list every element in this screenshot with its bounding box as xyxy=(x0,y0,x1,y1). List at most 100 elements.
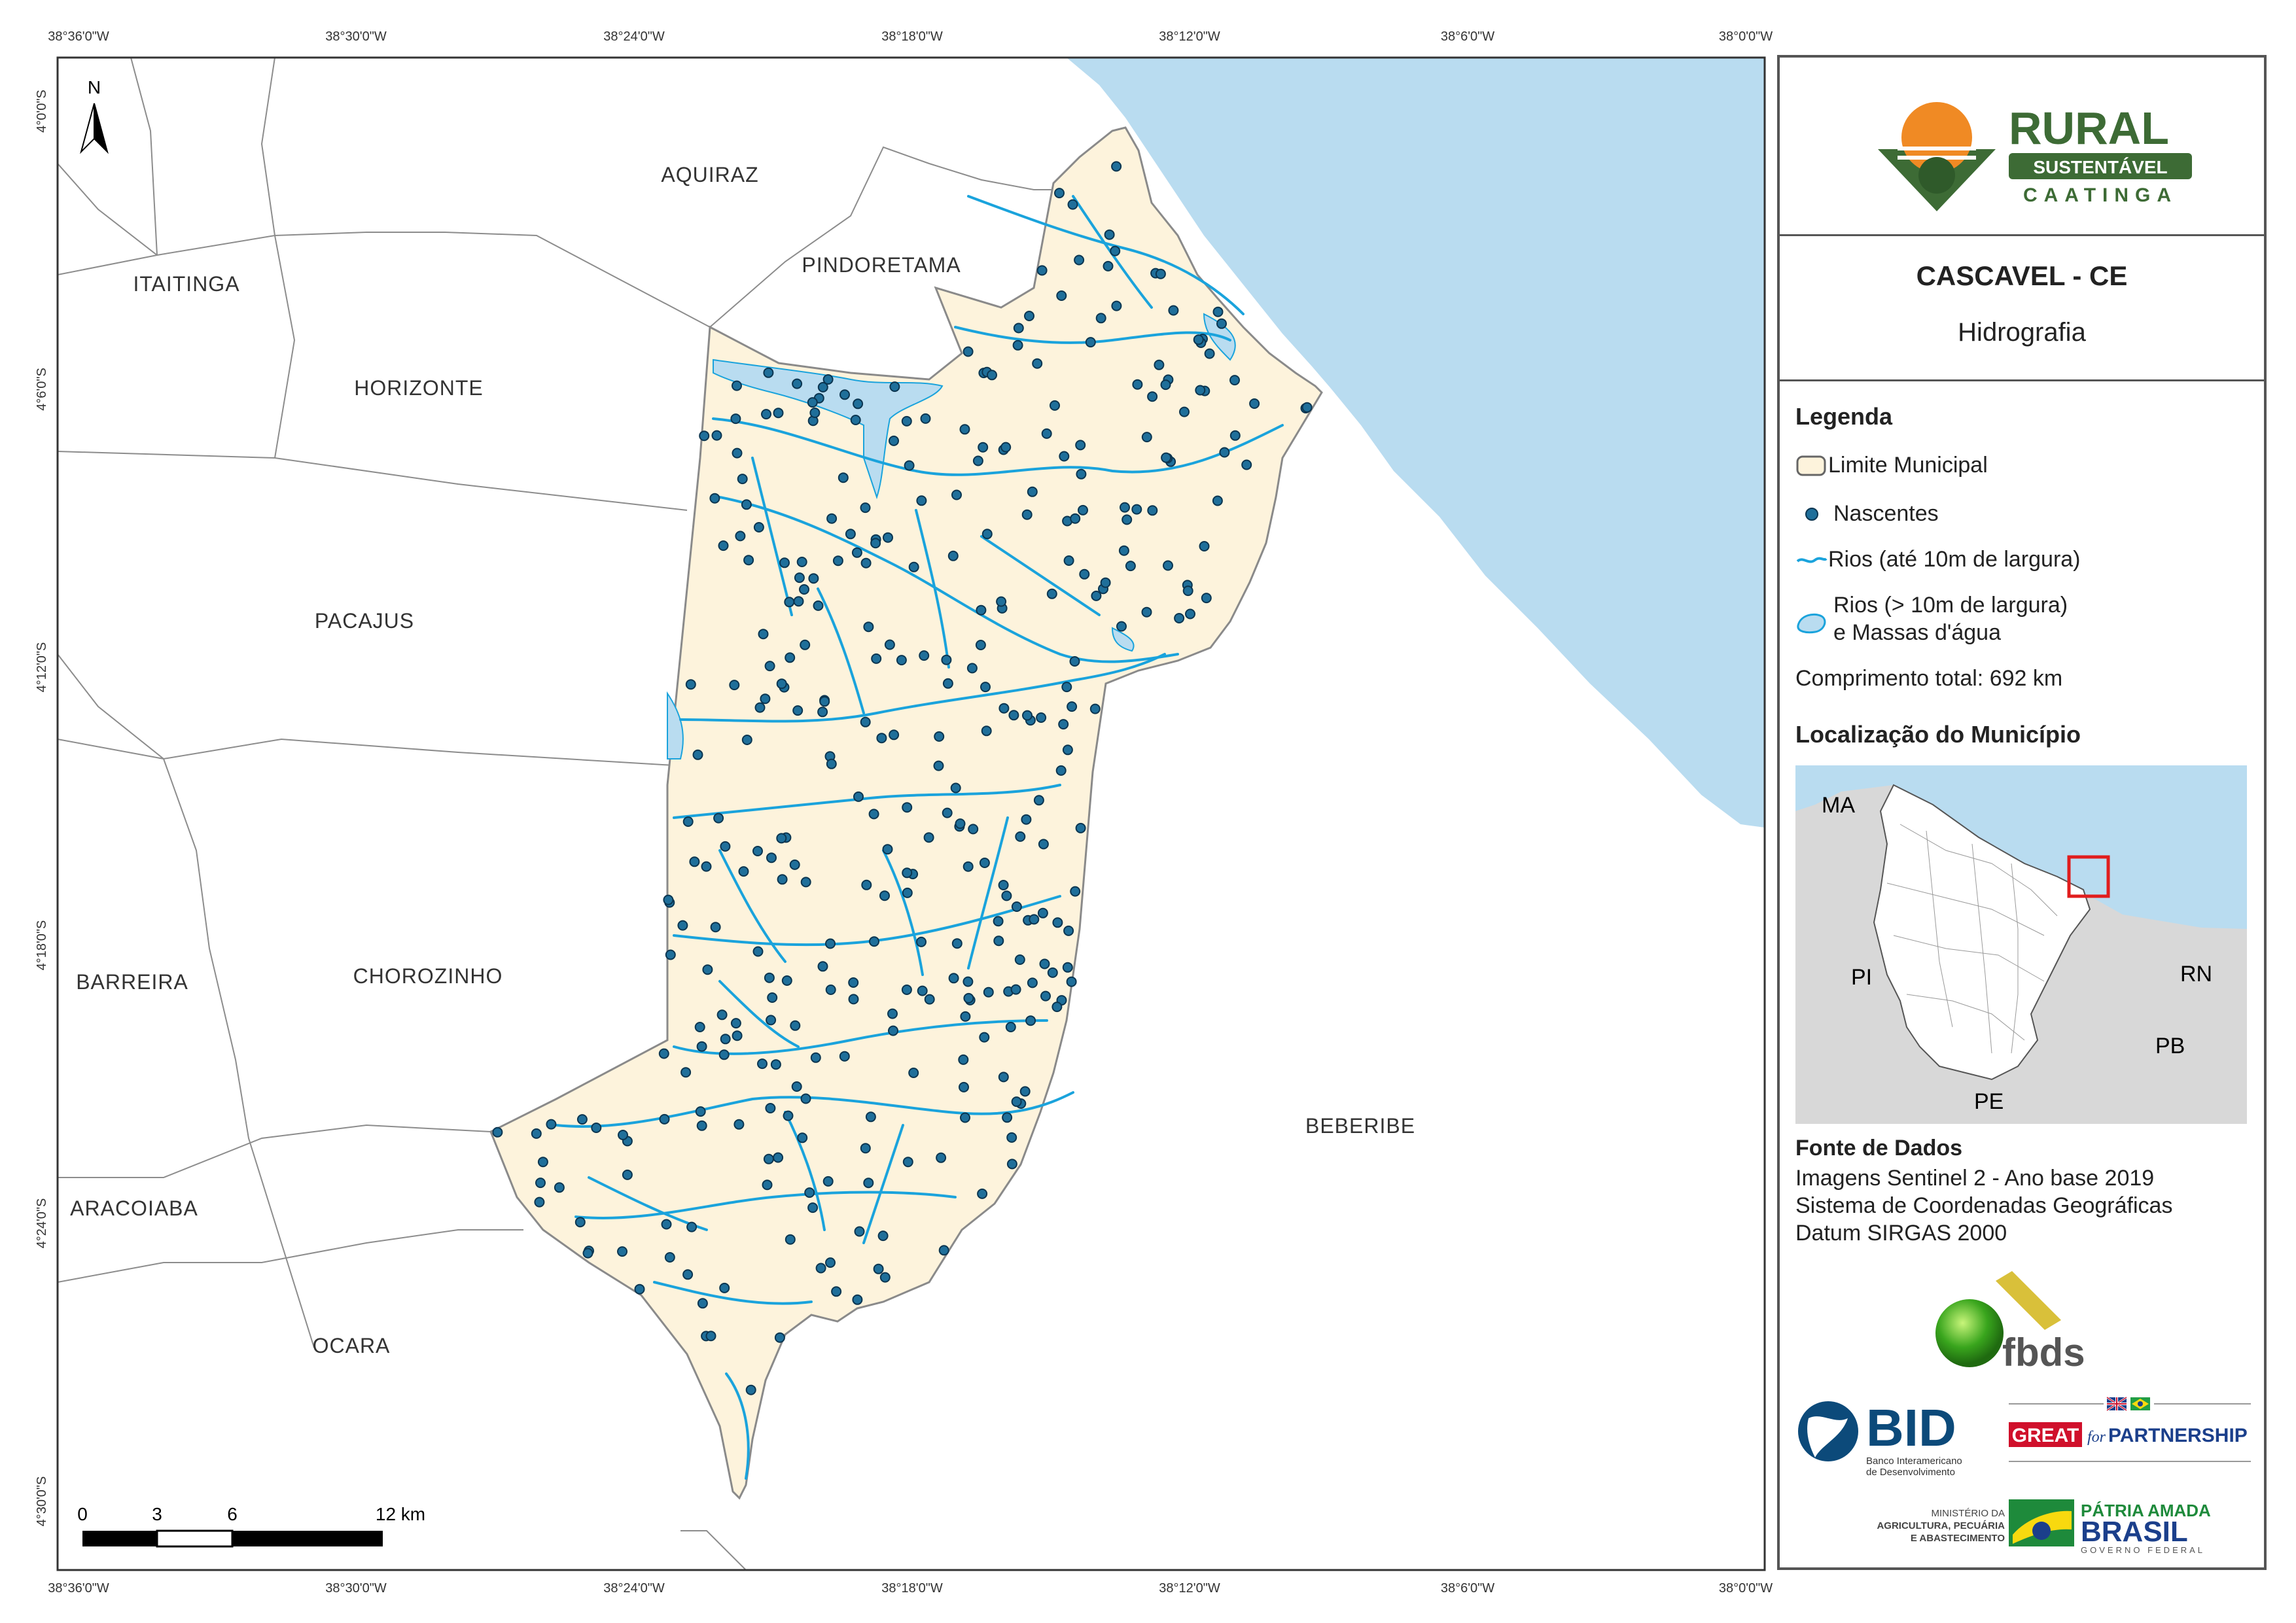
spring-point xyxy=(1089,703,1101,714)
sea-area xyxy=(1067,58,1765,828)
spring-point xyxy=(770,1059,781,1070)
inset-sea xyxy=(1795,765,2247,929)
spring-point xyxy=(738,866,749,877)
separator xyxy=(1780,234,2264,236)
spring-point xyxy=(845,529,856,540)
spring-point xyxy=(825,1257,836,1268)
spring-point xyxy=(745,1384,756,1395)
legend-item-rivers-small: Rios (até 10m de largura) xyxy=(1795,546,2253,578)
rural-sustentavel-logo: RURAL SUSTENTÁVEL CAATINGA xyxy=(1878,102,2192,211)
spring-point xyxy=(537,1157,548,1168)
spring-point xyxy=(1033,795,1044,806)
spring-point xyxy=(758,629,769,640)
scale-bar: 0 3 6 12 km xyxy=(77,1504,425,1548)
spring-point xyxy=(817,961,828,972)
great-partnership-text: PARTNERSHIP xyxy=(2108,1425,2248,1446)
spring-point xyxy=(1019,1086,1031,1097)
spring-point xyxy=(789,859,800,870)
spring-point xyxy=(701,861,712,872)
legend-label-rivers-large-1: Rios (> 10m de largura) xyxy=(1833,593,2068,618)
mapa-line-3: E ABASTECIMENTO xyxy=(1910,1533,2005,1544)
logo-tree-icon xyxy=(1918,157,1955,194)
spring-point xyxy=(822,374,834,385)
spring-point xyxy=(697,1298,708,1309)
label-itaitinga: ITAITINGA xyxy=(133,272,239,296)
spring-point xyxy=(531,1128,542,1139)
spring-point xyxy=(854,1226,865,1237)
spring-point xyxy=(1056,290,1067,301)
spring-point xyxy=(1249,398,1260,409)
spring-point xyxy=(783,1110,794,1121)
spring-point xyxy=(908,1068,919,1078)
spring-point xyxy=(860,502,871,514)
spring-point xyxy=(887,1008,898,1019)
spring-point xyxy=(877,1230,889,1242)
spring-point xyxy=(1076,468,1087,480)
spring-point xyxy=(963,346,974,357)
spring-point xyxy=(868,809,879,820)
spring-point xyxy=(1103,260,1114,271)
spring-point xyxy=(685,679,696,690)
scale-label-3: 3 xyxy=(152,1504,162,1524)
springs-layer xyxy=(492,161,1313,1395)
spring-point xyxy=(850,415,861,425)
spring-point xyxy=(784,597,795,608)
neighbor-boundaries xyxy=(58,58,1067,1570)
spring-point xyxy=(1195,385,1206,396)
spring-point xyxy=(870,538,881,549)
river-line-swatch-icon xyxy=(1796,557,1828,563)
patria-amada-brasil-logo: PÁTRIA AMADA BRASIL GOVERNO FEDERAL xyxy=(2009,1499,2211,1555)
spring-point xyxy=(686,1221,698,1232)
spring-point xyxy=(634,1283,645,1295)
spring-point xyxy=(1046,588,1057,599)
spring-point xyxy=(853,791,864,802)
spring-point xyxy=(1069,656,1080,667)
spring-point xyxy=(1006,1132,1017,1143)
spring-point xyxy=(810,1052,821,1063)
spring-point xyxy=(977,1188,988,1199)
spring-point xyxy=(1052,917,1063,928)
spring-point xyxy=(1182,585,1193,597)
north-arrow-right xyxy=(94,103,109,154)
spring-point xyxy=(741,735,752,745)
spring-point xyxy=(1079,568,1090,580)
spring-point xyxy=(699,430,710,442)
spring-point xyxy=(879,1272,891,1283)
label-barreira: BARREIRA xyxy=(76,970,188,994)
spring-point xyxy=(534,1196,545,1208)
spring-point xyxy=(1091,590,1102,601)
mapa-logo: MINISTÉRIO DA AGRICULTURA, PECUÁRIA E AB… xyxy=(1795,1507,2005,1544)
spring-point xyxy=(901,985,912,995)
legend-item-rivers-large: Rios (> 10m de largura) e Massas d'água xyxy=(1795,591,2253,650)
spring-point xyxy=(661,1219,672,1230)
spring-point xyxy=(889,729,900,741)
coord-bottom-2: 38°30'0"W xyxy=(325,1581,387,1596)
spring-point xyxy=(902,802,913,813)
legend-label-springs: Nascentes xyxy=(1833,501,1939,526)
spring-point xyxy=(941,654,952,665)
spring-point xyxy=(719,1282,730,1293)
spring-point xyxy=(934,731,945,742)
spring-point xyxy=(711,430,722,441)
legend-label-rivers-small: Rios (até 10m de largura) xyxy=(1828,547,2081,572)
spring-point xyxy=(863,621,874,633)
spring-point xyxy=(1062,962,1073,973)
spring-point xyxy=(1067,199,1078,210)
spring-point xyxy=(1301,402,1313,413)
spring-point xyxy=(1036,265,1048,276)
spring-point xyxy=(1055,765,1067,776)
label-beberibe: BEBERIBE xyxy=(1305,1114,1415,1138)
spring-point xyxy=(1212,495,1223,506)
coord-bottom-1: 38°36'0"W xyxy=(48,1581,109,1596)
source-line-3: Datum SIRGAS 2000 xyxy=(1795,1221,2007,1246)
spring-point xyxy=(1061,682,1072,693)
coord-left-4: 4°18'0"S xyxy=(35,920,49,971)
spring-point xyxy=(1041,428,1052,439)
spring-point xyxy=(1074,254,1085,266)
spring-point xyxy=(792,705,804,716)
spring-point xyxy=(1075,822,1086,833)
spring-point xyxy=(618,1130,628,1140)
spring-point xyxy=(936,1152,947,1163)
spring-point xyxy=(901,415,912,427)
spring-point xyxy=(554,1182,565,1193)
